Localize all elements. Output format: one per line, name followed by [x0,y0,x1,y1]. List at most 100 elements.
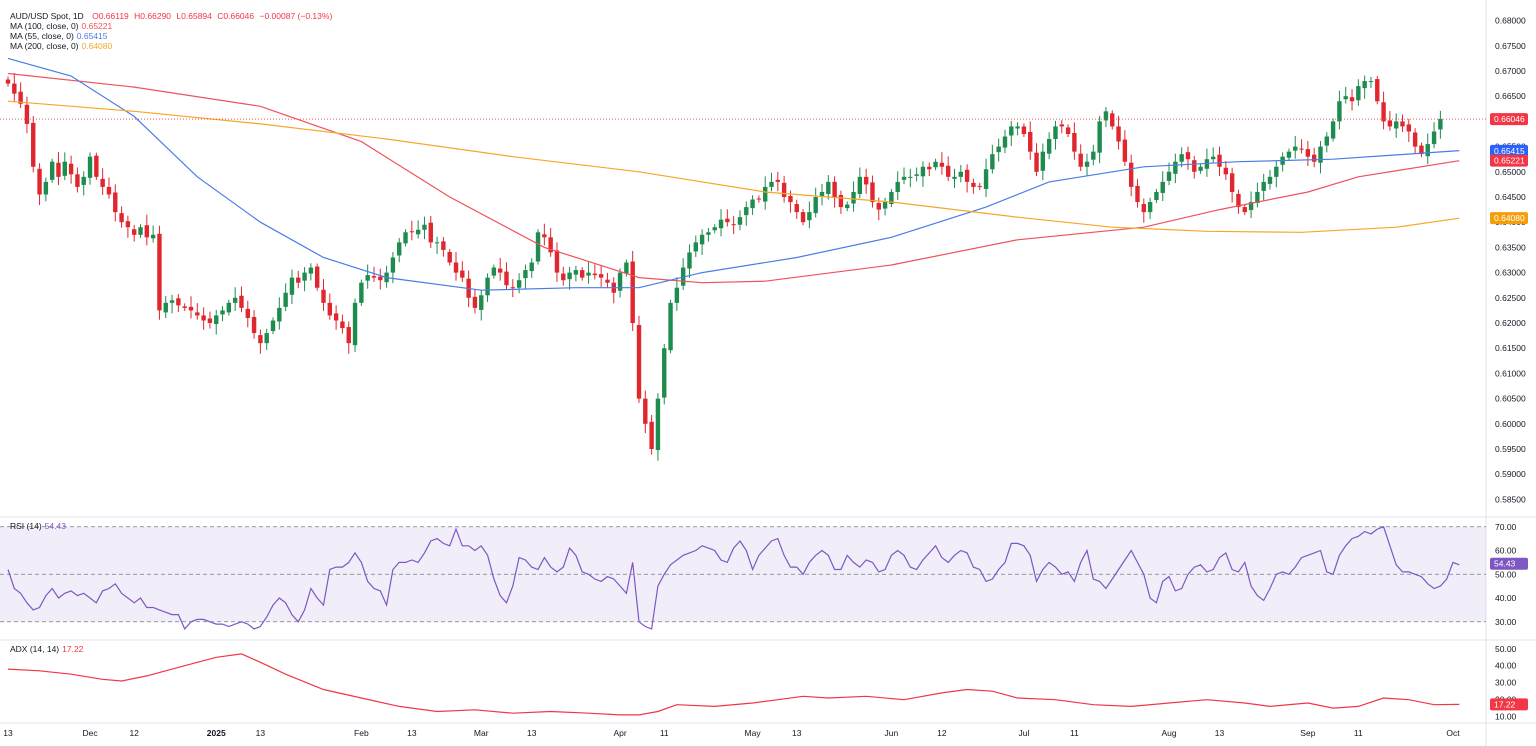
candle-body [636,325,642,399]
candle-body [314,266,320,288]
time-axis-tick: 13 [256,728,266,738]
candle-body [207,318,213,323]
candle-body [1002,136,1008,148]
candle-body [119,213,124,223]
candle-body [1362,81,1367,89]
candle-body [409,231,415,233]
price-axis-tick: 0.60500 [1495,394,1526,404]
candle-body [188,306,194,311]
candle-body [882,202,888,209]
rsi-pane[interactable] [0,526,1486,630]
candle-body [908,176,913,178]
candle-body [308,267,314,274]
last-price-badge: 0.66046 [1494,114,1525,124]
candle-body [674,287,680,303]
candle-body [1236,193,1241,208]
candle-body [138,227,143,235]
candle-body [945,165,951,177]
candle-body [763,186,768,202]
candle-body [352,302,358,346]
candle-body [1375,79,1380,102]
candle-body [1343,96,1348,100]
rsi-line [7,526,1460,630]
candle-body [510,287,515,289]
candle-body [529,262,534,272]
candle-body [1084,161,1090,167]
candle-body [1349,97,1355,102]
time-axis-tick: Feb [354,728,369,738]
candle-body [649,421,654,449]
axes: 0.680000.675000.670000.665000.660000.655… [3,16,1528,738]
price-legend: AUD/USD Spot, 1D O0.66119 H0.66290 L0.65… [10,11,332,21]
ma200-badge-bg [1490,212,1528,225]
last-price-badge-bg [1490,113,1528,126]
time-axis-tick: May [745,728,762,738]
adx-axis-tick: 50.00 [1495,644,1517,654]
price-axis-tick: 0.62000 [1495,318,1526,328]
candle-body [1160,181,1165,193]
candle-body [472,296,478,308]
time-axis-tick: 12 [937,728,947,738]
candle-body [832,181,837,197]
candle-body [744,207,749,216]
ma100-badge: 0.65221 [1494,156,1525,166]
candle-body [939,162,945,167]
candle-body [289,277,295,295]
candle-body [718,219,724,229]
candle-body [851,191,856,204]
price-axis-tick: 0.59500 [1495,444,1526,454]
candle-body [371,276,377,278]
candle-body [813,197,818,214]
candle-body [157,233,162,311]
candle-body [914,174,919,176]
candle-body [365,275,370,281]
candle-body [1438,118,1443,130]
ma200-value: 0.64080 [81,41,113,51]
candle-body [195,312,200,316]
candle-body [1267,176,1273,184]
candle-body [1318,146,1323,163]
candle-body [737,217,743,225]
candle-body [12,83,17,94]
candle-body [845,204,850,209]
candle-body [1078,153,1083,167]
price-pane[interactable] [0,57,1486,461]
candle-body [592,273,598,276]
candle-body [1097,121,1102,153]
candle-body [1192,160,1197,172]
candle-body [24,104,30,124]
time-axis-tick: Sep [1300,728,1315,738]
candle-body [952,176,957,179]
rsi-legend: RSI (14) 54.43 [10,521,66,531]
candle-body [283,292,288,307]
candle-body [712,227,717,231]
candle-body [1211,156,1216,160]
candle-body [403,232,408,244]
candle-body [333,313,339,321]
candle-body [1305,149,1311,157]
time-axis-tick: Jun [885,728,899,738]
candle-body [1223,167,1229,175]
candle-body [580,270,585,278]
candle-body [277,307,282,322]
candle-body [1135,185,1140,203]
adx-pane[interactable] [7,653,1460,716]
candle-body [1053,126,1058,140]
candle-body [769,181,774,187]
price-axis-tick: 0.63500 [1495,242,1526,252]
ohlc-open: O0.66119 [92,11,129,21]
time-axis-tick: Mar [474,728,489,738]
candle-body [87,156,93,178]
time-axis-tick: 13 [1215,728,1225,738]
adx-label: ADX (14, 14) [10,644,60,654]
candle-body [220,310,225,315]
candle-body [895,181,900,192]
candle-body [971,182,976,187]
candle-body [1311,154,1317,162]
candle-body [826,181,831,194]
candle-body [1122,139,1128,162]
candle-body [37,168,42,195]
ma100-legend: MA (100, close, 0) 0.65221 [10,21,112,31]
ma-line-0 [7,72,1460,284]
